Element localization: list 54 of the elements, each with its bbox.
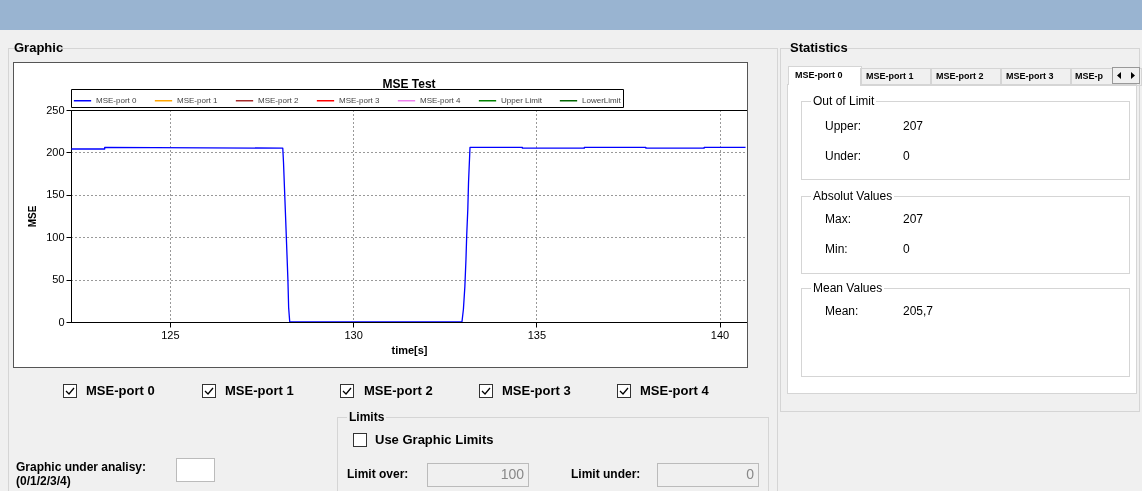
text: Limits <box>347 410 387 424</box>
text: MSE-port 2 <box>936 70 984 83</box>
y-tick-label: 150 <box>46 188 65 201</box>
text: MSE-port 3 <box>1006 70 1054 83</box>
text: Min: <box>825 242 848 256</box>
text: Out of Limit <box>811 94 877 108</box>
text: 0 <box>746 466 754 482</box>
line-series <box>71 146 747 322</box>
text: 0 <box>903 242 910 256</box>
y-tick-label: 250 <box>46 103 65 116</box>
legend-label: MSE-port 0 <box>96 95 138 105</box>
x-axis-title: time[s] <box>391 343 428 356</box>
text: MSE-port 0 <box>795 69 843 82</box>
text: (0/1/2/3/4) <box>16 474 71 488</box>
text: Under: <box>825 149 862 163</box>
text: Use Graphic Limits <box>375 432 494 447</box>
text: MSE-port 2 <box>364 383 433 398</box>
text: Mean Values <box>811 281 885 295</box>
text: Statistics <box>790 40 848 55</box>
text: MSE-port 1 <box>225 383 294 398</box>
legend-label: MSE-port 2 <box>258 95 300 105</box>
text: 0 <box>903 149 910 163</box>
text: Max: <box>825 212 852 226</box>
text: 100 <box>500 466 524 482</box>
legend-label: Upper Limit <box>501 95 543 105</box>
legend-label: MSE-port 3 <box>339 95 381 105</box>
text: MSE-p <box>1075 70 1103 83</box>
text: Graphic <box>14 40 64 55</box>
y-axis-title: MSE <box>27 205 39 228</box>
legend-label: LowerLimit <box>582 95 622 105</box>
x-tick-label: 125 <box>161 328 180 341</box>
text: MSE-port 0 <box>86 383 155 398</box>
y-tick-label: 0 <box>58 315 65 328</box>
text: MSE-port 4 <box>640 383 709 398</box>
text: 205,7 <box>903 304 934 318</box>
text: 207 <box>903 212 924 226</box>
x-tick-label: 135 <box>527 328 546 341</box>
chart-title: MSE Test <box>382 76 436 91</box>
text: Absolut Values <box>811 189 895 203</box>
y-tick-label: 200 <box>46 145 65 158</box>
y-tick-label: 100 <box>46 230 65 243</box>
x-tick-label: 140 <box>710 328 730 341</box>
text: Mean: <box>825 304 859 318</box>
legend-label: MSE-port 1 <box>177 95 219 105</box>
text: 207 <box>903 119 924 133</box>
text: MSE-port 1 <box>866 70 914 83</box>
text: Limit over: <box>347 467 409 481</box>
text: Limit under: <box>571 467 641 481</box>
text: MSE-port 3 <box>502 383 571 398</box>
legend-label: MSE-port 4 <box>420 95 462 105</box>
text: Upper: <box>825 119 862 133</box>
text: Graphic under analisy: <box>16 460 147 474</box>
x-tick-label: 130 <box>344 328 363 341</box>
y-tick-label: 50 <box>52 273 65 286</box>
